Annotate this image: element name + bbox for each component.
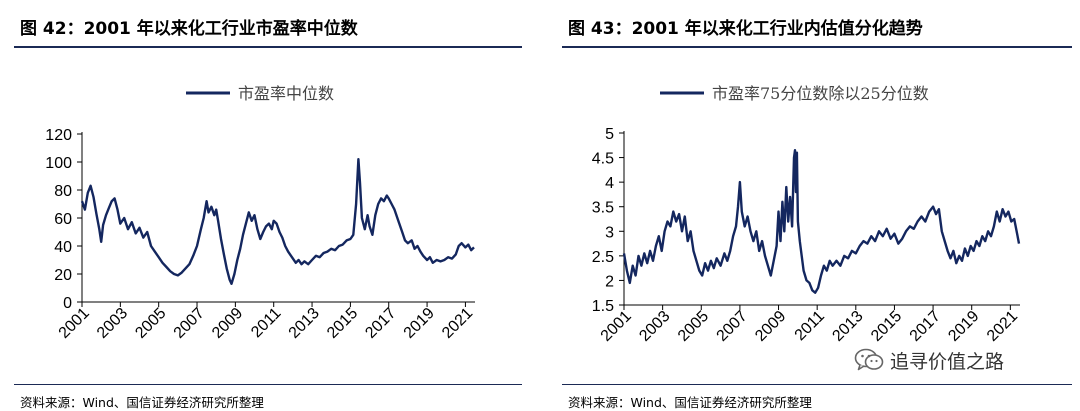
x-tick-label: 2021 <box>439 305 476 342</box>
series-line <box>622 149 1021 294</box>
x-tick-label: 2005 <box>132 305 169 342</box>
x-tick-label: 2005 <box>675 308 712 345</box>
y-tick-label: 2.5 <box>592 249 614 266</box>
x-tick-label: 2007 <box>714 308 751 345</box>
y-tick-label: 3.5 <box>592 200 614 217</box>
x-tick-label: 2013 <box>286 305 323 342</box>
x-tick-label: 2003 <box>94 305 131 342</box>
y-tick-label: 20 <box>54 267 72 284</box>
y-tick-label: 5 <box>605 126 614 143</box>
y-tick-label: 40 <box>54 239 72 256</box>
wechat-icon <box>854 348 884 371</box>
x-tick-label: 2009 <box>752 308 789 345</box>
y-tick-label: 4.5 <box>592 151 614 168</box>
y-tick-label: 3 <box>605 224 614 241</box>
y-tick-label: 80 <box>54 183 72 200</box>
legend-label: 市盈率中位数 <box>238 84 334 103</box>
x-tick-label: 2001 <box>56 305 93 342</box>
source-note: 资料来源：Wind、国信证券经济研究所整理 <box>20 395 264 410</box>
series-line <box>80 158 475 285</box>
y-tick-label: 120 <box>45 127 72 144</box>
chart-panel-left: 图 42：2001 年以来化工行业市盈率中位数 市盈率中位数 0 20 40 60 80 1… <box>0 0 530 410</box>
x-tick-label: 2019 <box>945 308 982 345</box>
x-tick-label: 2015 <box>868 308 905 345</box>
y-tick-label: 2 <box>605 273 614 290</box>
y-tick-label: 0 <box>63 295 72 312</box>
x-tick-label: 2021 <box>984 308 1021 345</box>
x-tick-label: 2015 <box>324 305 361 342</box>
chart-title: 图 42：2001 年以来化工行业市盈率中位数 <box>20 19 358 39</box>
x-tick-label: 2003 <box>636 308 673 345</box>
legend-label: 市盈率75分位数除以25分位数 <box>712 84 929 103</box>
x-tick-label: 2007 <box>171 305 208 342</box>
y-tick-label: 4 <box>605 175 614 192</box>
title-rule <box>14 46 522 48</box>
x-tick-label: 2013 <box>829 308 866 345</box>
y-tick-label: 60 <box>54 211 72 228</box>
x-tick-label: 2009 <box>209 305 246 342</box>
pe-median-chart: 市盈率中位数 0 20 40 60 80 100 120 2001 2003 2005 2007 200… <box>45 84 476 342</box>
source-rule <box>562 384 1072 385</box>
source-note: 资料来源：Wind、国信证券经济研究所整理 <box>568 395 812 410</box>
x-tick-label: 2011 <box>792 308 828 344</box>
x-tick-label: 2017 <box>362 305 399 342</box>
chart-title: 图 43：2001 年以来化工行业内估值分化趋势 <box>568 19 923 39</box>
x-tick-label: 2011 <box>248 305 284 341</box>
watermark: 追寻价值之路 <box>854 346 1004 374</box>
x-tick-label: 2019 <box>401 305 438 342</box>
title-rule <box>562 46 1072 48</box>
watermark-text: 追寻价值之路 <box>890 350 1005 373</box>
y-tick-label: 1.5 <box>592 298 614 315</box>
x-tick-label: 2017 <box>907 308 944 345</box>
source-rule <box>14 384 522 385</box>
chart-panel-right: 图 43：2001 年以来化工行业内估值分化趋势 市盈率75分位数除以25分位数… <box>548 0 1080 410</box>
y-tick-label: 100 <box>45 155 72 172</box>
